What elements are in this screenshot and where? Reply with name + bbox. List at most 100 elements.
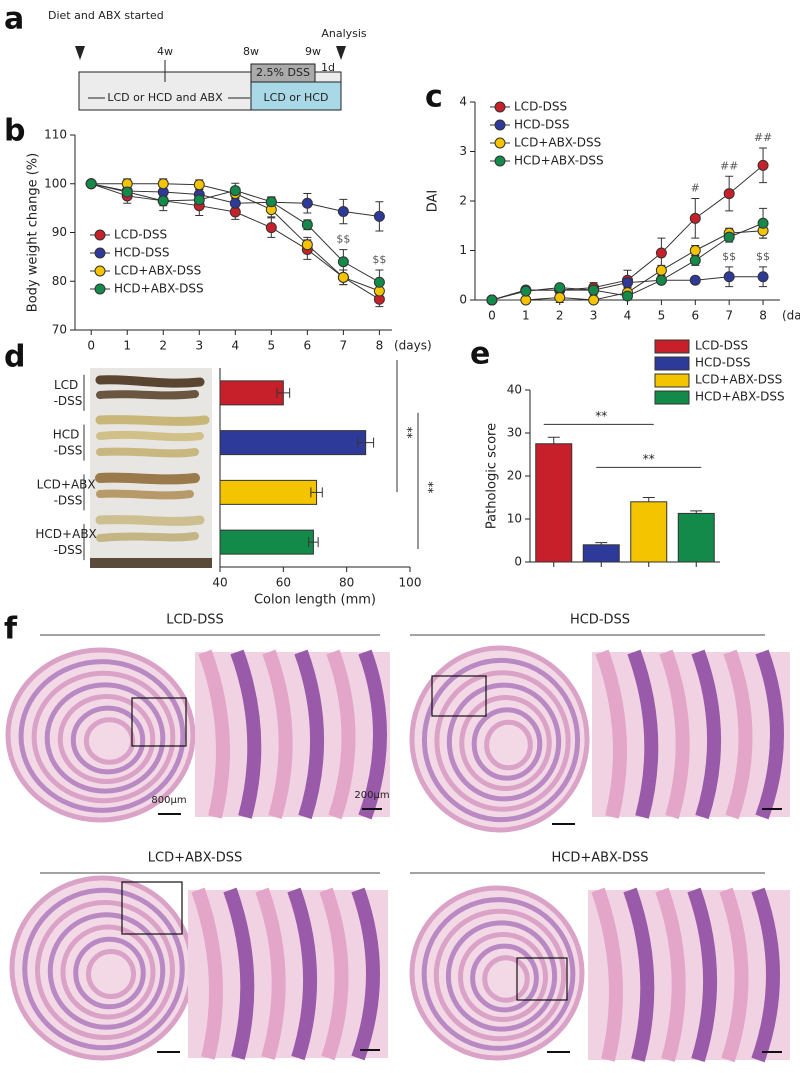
data-point — [622, 277, 633, 289]
annotation: $$ — [372, 253, 386, 266]
data-point — [655, 264, 667, 276]
start-arrow — [75, 46, 85, 60]
x-tick-label: 3 — [195, 339, 203, 353]
legend-label: HCD+ABX-DSS — [114, 282, 204, 296]
data-point — [588, 294, 600, 306]
legend-marker — [494, 119, 506, 131]
colon-photo — [90, 368, 212, 568]
tissue-ring — [446, 682, 562, 802]
tissue-ring — [433, 908, 567, 1042]
annotation: $$ — [336, 233, 350, 246]
tissue-ring — [470, 943, 539, 1013]
legend-label: HCD+ABX-DSS — [514, 154, 604, 168]
panel-label: b — [4, 114, 25, 149]
data-point — [337, 271, 349, 283]
y-tick-label: 30 — [507, 426, 522, 440]
data-point — [193, 194, 205, 206]
significance: ** — [422, 481, 436, 493]
tissue-band — [655, 887, 686, 1062]
tissue-band — [351, 887, 380, 1061]
data-point — [229, 185, 241, 197]
bar — [535, 443, 573, 563]
data-point — [337, 256, 349, 268]
x-axis-label: Colon length (mm) — [254, 593, 376, 608]
data-point — [229, 197, 241, 209]
data-point — [554, 292, 566, 304]
category-label: HCD -DSS — [53, 427, 83, 457]
tissue-band — [198, 649, 230, 819]
data-point — [689, 254, 701, 266]
timeline-start: Diet and ABX started — [48, 9, 164, 22]
x-tick-label: 100 — [399, 576, 422, 590]
y-tick-label: 4 — [459, 95, 467, 109]
tissue-band — [687, 887, 717, 1063]
y-tick-label: 3 — [459, 144, 467, 158]
tissue-band — [287, 887, 317, 1061]
y-tick-label: 70 — [52, 323, 67, 337]
tissue-ring — [35, 900, 175, 1040]
tissue-ring — [471, 707, 543, 781]
tissue-band — [691, 649, 722, 820]
tissue-ring — [73, 936, 146, 1010]
tissue-band — [719, 887, 749, 1063]
group-title: HCD+ABX-DSS — [551, 851, 648, 866]
legend-marker — [94, 229, 106, 241]
y-axis-label: Body weight change (%) — [26, 153, 41, 312]
annotation: ## — [720, 159, 738, 172]
data-point — [301, 197, 313, 209]
tissue-ring — [484, 719, 533, 771]
legend-label: HCD-DSS — [114, 246, 169, 260]
legend-marker — [94, 265, 106, 277]
y-tick-label: 0 — [514, 555, 522, 569]
tissue-band — [627, 649, 659, 819]
x-tick-label: 6 — [691, 309, 699, 323]
tissue-ring — [22, 887, 185, 1051]
data-point — [588, 284, 600, 296]
annotation: ## — [754, 131, 772, 144]
dss-label: 2.5% DSS — [256, 66, 310, 79]
x-tick-label: 2 — [159, 339, 167, 353]
y-tick-label: 0 — [459, 293, 467, 307]
tissue-band — [723, 649, 753, 820]
selection-box — [431, 675, 487, 717]
error-bar — [357, 437, 375, 448]
tissue-ring — [83, 717, 136, 765]
significance: ** — [643, 452, 655, 466]
tissue-ring — [421, 897, 576, 1051]
x-axis-label: (days) — [782, 309, 800, 323]
data-point — [157, 195, 169, 207]
y-tick-label: 80 — [52, 274, 67, 288]
x-tick-label: 1 — [123, 339, 131, 353]
tissue-band — [223, 887, 255, 1060]
x-tick-label: 8 — [759, 309, 767, 323]
selection-box — [131, 697, 187, 747]
phase2-box — [250, 81, 342, 111]
y-tick-label: 2 — [459, 194, 467, 208]
tissue-ring — [31, 670, 176, 804]
data-point — [337, 206, 349, 218]
tissue-ring — [18, 659, 186, 813]
tissue-band — [358, 649, 387, 820]
bar — [219, 479, 318, 505]
data-point — [373, 276, 385, 288]
category-label: LCD -DSS — [54, 377, 83, 407]
x-tick-label: 5 — [658, 309, 666, 323]
y-tick-label: 90 — [52, 225, 67, 239]
tissue-band — [230, 649, 262, 819]
data-point — [655, 274, 667, 286]
data-point — [520, 285, 532, 297]
y-tick-label: 10 — [507, 512, 522, 526]
data-point — [655, 247, 667, 259]
tissue-band — [659, 649, 690, 819]
tissue-band — [591, 887, 623, 1062]
tissue-band — [294, 649, 324, 820]
histology-group: HCD+ABX-DSS — [409, 851, 790, 1063]
error-bar — [547, 436, 560, 444]
bar — [219, 529, 314, 555]
x-axis-label: (days) — [394, 339, 432, 353]
bar — [582, 544, 620, 563]
tissue-ring — [47, 912, 166, 1030]
tissue-band — [326, 649, 356, 820]
tissue-band — [623, 887, 655, 1062]
tissue-ring — [421, 657, 581, 823]
